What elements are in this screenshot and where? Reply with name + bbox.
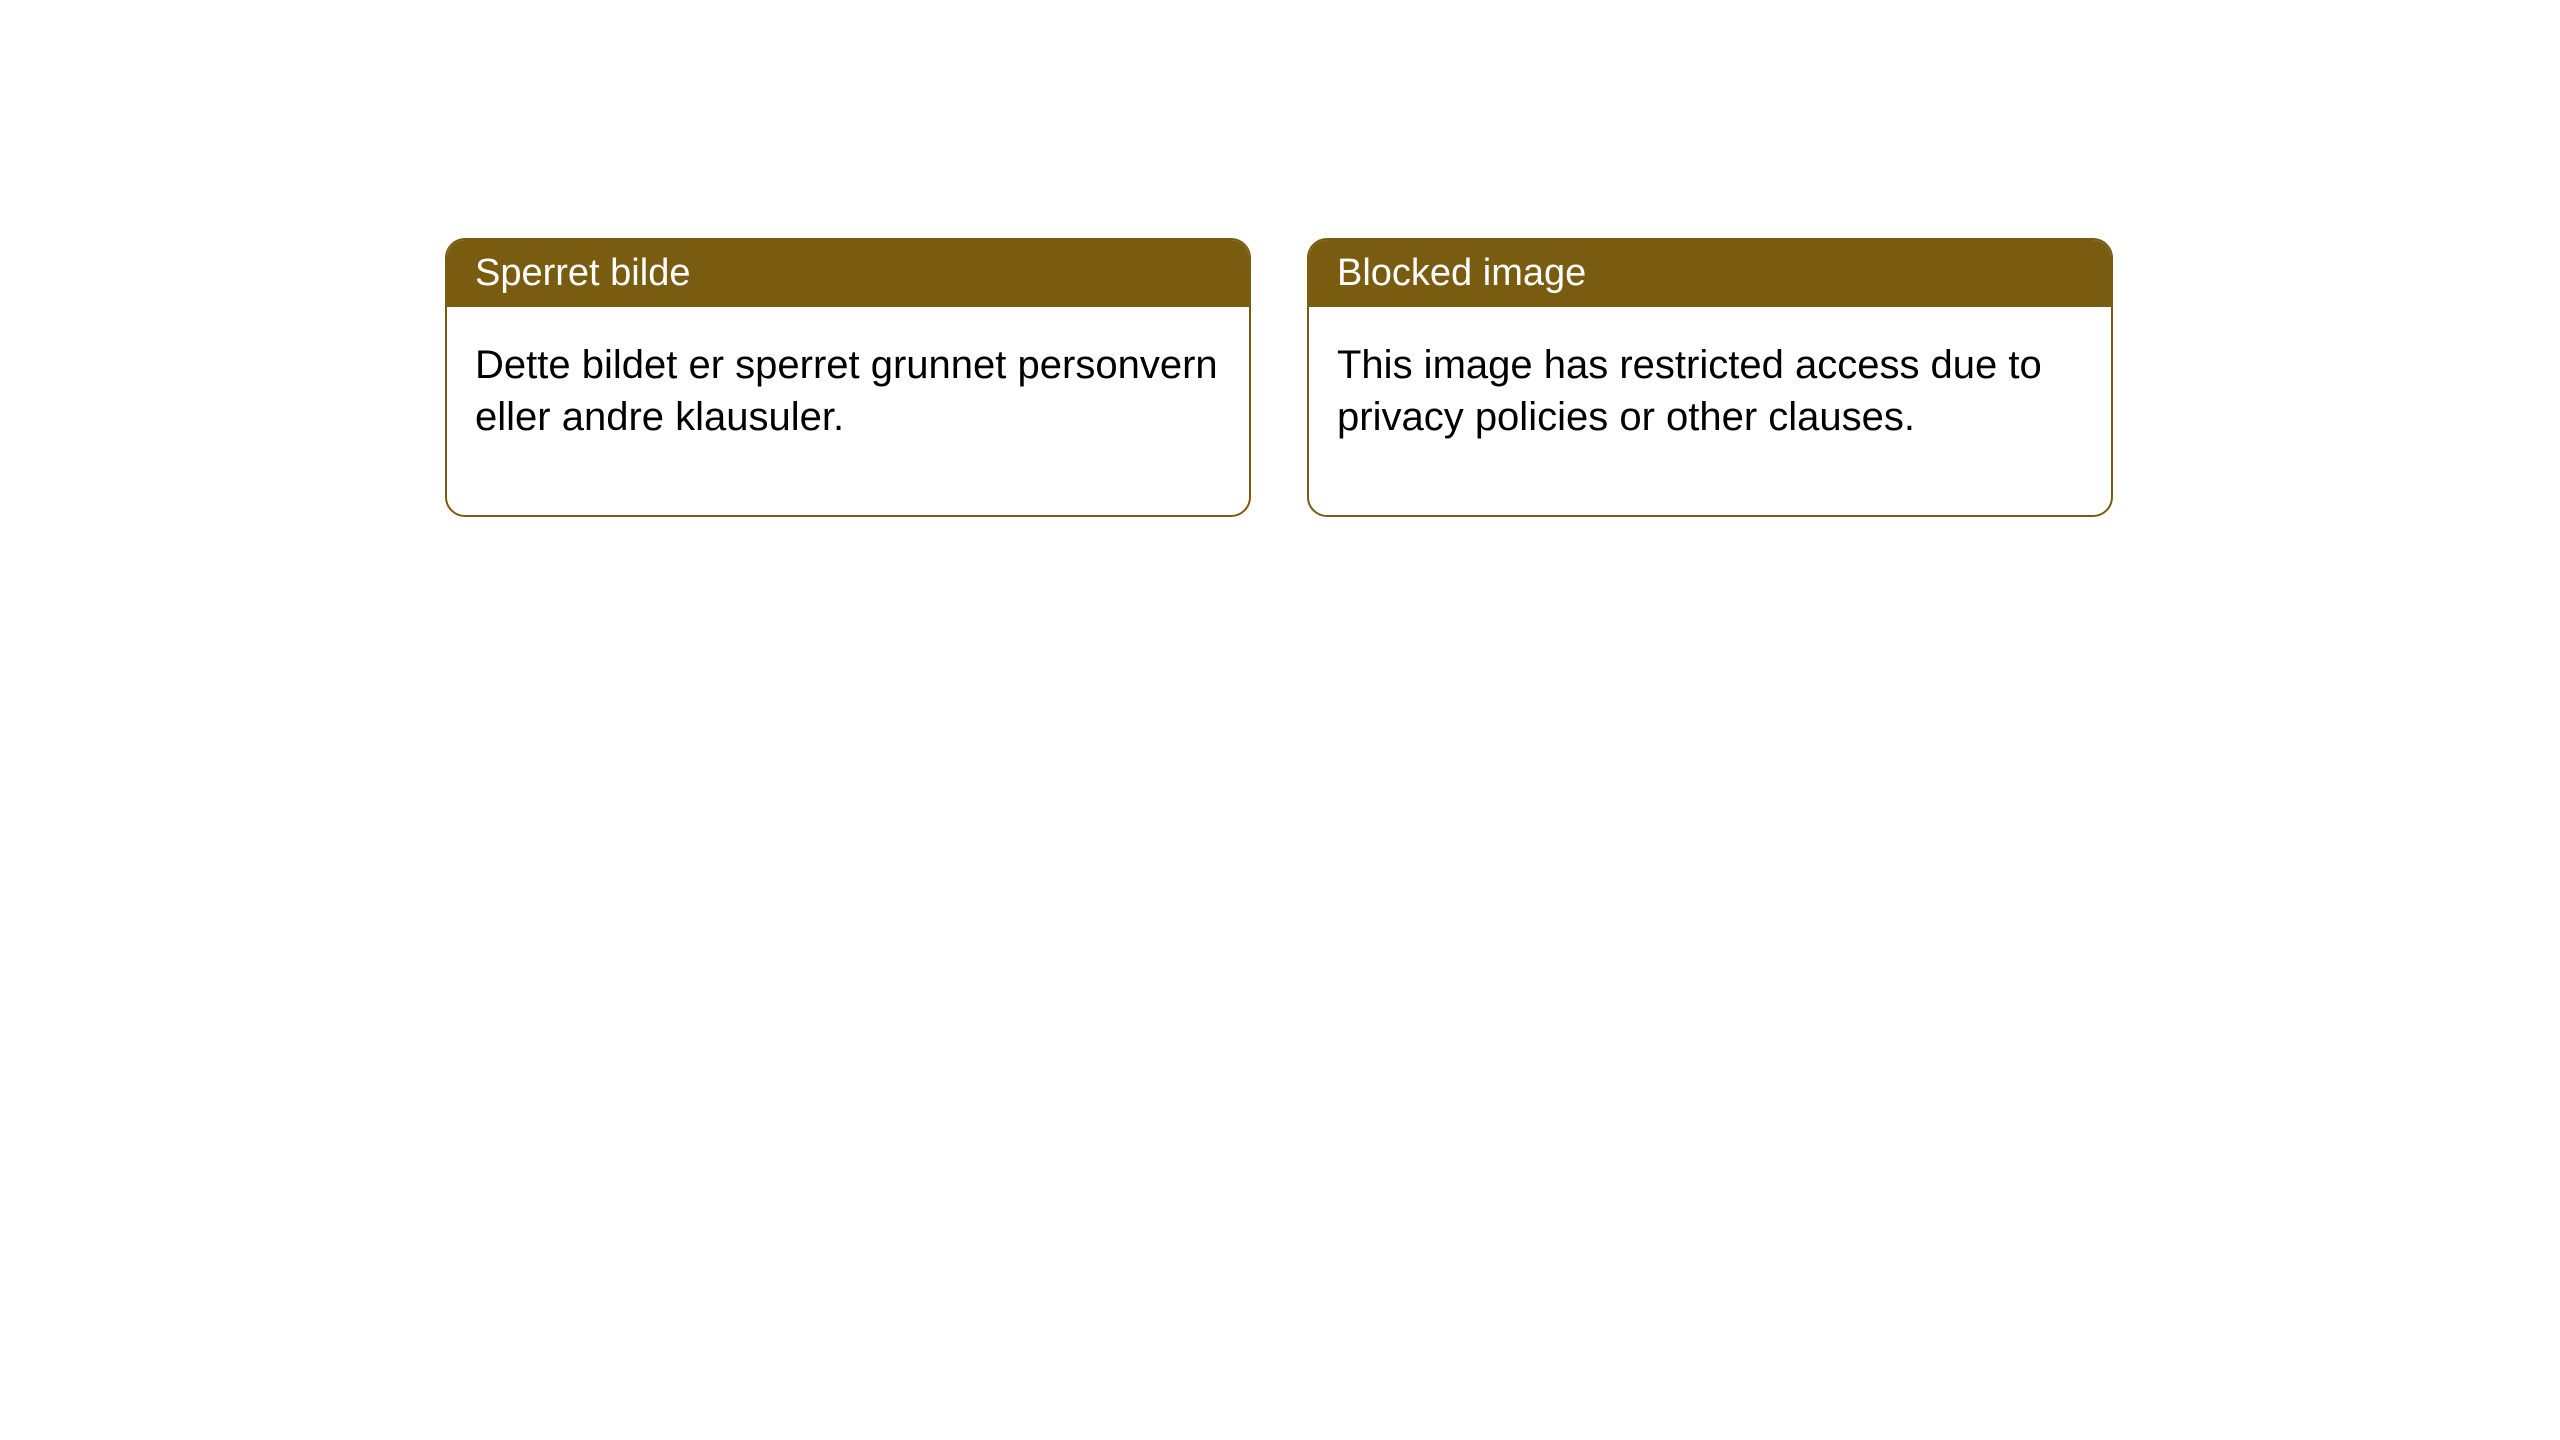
card-header: Sperret bilde: [447, 240, 1249, 307]
card-title: Blocked image: [1337, 252, 1586, 294]
card-body-text: Dette bildet er sperret grunnet personve…: [475, 343, 1218, 439]
card-body: Dette bildet er sperret grunnet personve…: [447, 307, 1249, 515]
notice-card-english: Blocked image This image has restricted …: [1307, 238, 2113, 517]
cards-container: Sperret bilde Dette bildet er sperret gr…: [445, 238, 2113, 517]
card-body: This image has restricted access due to …: [1309, 307, 2111, 515]
card-body-text: This image has restricted access due to …: [1337, 343, 2042, 439]
card-title: Sperret bilde: [475, 252, 690, 294]
notice-card-norwegian: Sperret bilde Dette bildet er sperret gr…: [445, 238, 1251, 517]
card-header: Blocked image: [1309, 240, 2111, 307]
